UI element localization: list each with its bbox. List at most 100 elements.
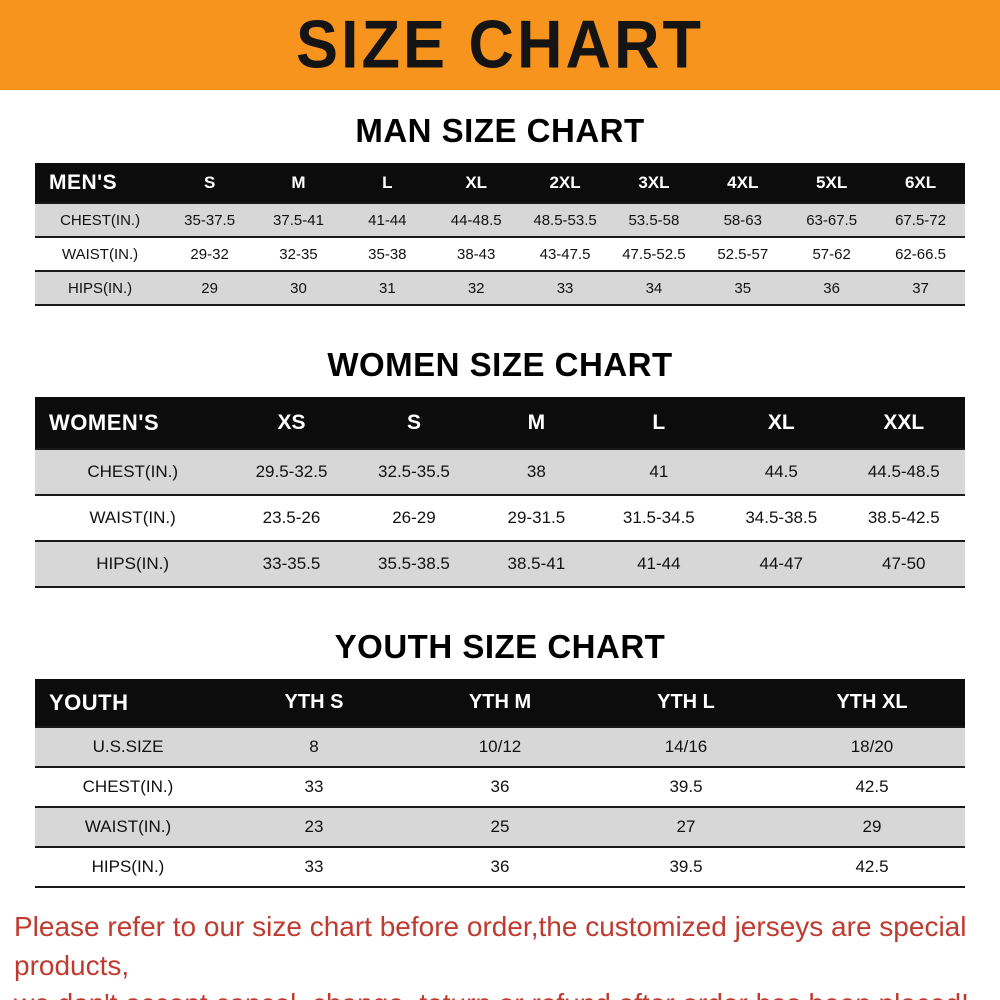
size-column-header: M [475, 397, 598, 449]
measurement-value: 35.5-38.5 [378, 554, 450, 573]
disclaimer: Please refer to our size chart before or… [14, 908, 986, 1000]
measurement-value: 33 [556, 279, 574, 297]
size-chart-banner: SIZE CHART [0, 0, 1000, 90]
measurement-value: 10/12 [478, 737, 522, 756]
measurement-row-label: HIPS(IN.) [91, 857, 165, 876]
youth-header-row: YOUTH YTH S YTH M YTH L YTH XL [35, 679, 965, 727]
measurement-row-label: WAIST(IN.) [62, 245, 139, 263]
measurement-value: 44-47 [759, 554, 803, 573]
size-column-header: 3XL [609, 163, 699, 203]
measurement-row-label: U.S.SIZE [92, 737, 164, 756]
women-size-chart-heading: WOMEN SIZE CHART [327, 346, 673, 383]
measurement-row: CHEST(IN.) 33 36 39.5 42.5 [35, 767, 965, 807]
size-column-header: YTH S [221, 679, 407, 727]
measurement-value: 41-44 [368, 211, 407, 229]
measurement-value: 38 [526, 462, 546, 481]
measurement-value: 35-37.5 [184, 211, 236, 229]
measurement-value: 43-47.5 [539, 245, 591, 263]
measurement-value: 29-32 [190, 245, 229, 263]
measurement-value: 42.5 [855, 777, 889, 796]
measurement-row: WAIST(IN.) 23 25 27 29 [35, 807, 965, 847]
measurement-value: 58-63 [723, 211, 762, 229]
size-column-header: M [254, 163, 343, 203]
measurement-value: 23 [304, 817, 324, 836]
measurement-value: 26-29 [392, 508, 436, 527]
measurement-value: 36 [490, 777, 510, 796]
size-column-header: 4XL [698, 163, 788, 203]
measurement-value: 37.5-41 [273, 211, 324, 229]
youth-corner-label: YOUTH [35, 679, 221, 727]
measurement-value: 44.5 [764, 462, 798, 481]
measurement-row: HIPS(IN.) 29 30 31 32 33 34 35 36 37 [35, 271, 965, 305]
measurement-value: 8 [309, 737, 319, 756]
size-column-header: XS [230, 397, 353, 449]
size-column-header: XL [431, 163, 521, 203]
measurement-value: 38.5-41 [507, 554, 566, 573]
measurement-row-label: WAIST(IN.) [89, 508, 176, 527]
men-size-chart-heading: MAN SIZE CHART [355, 112, 645, 149]
measurement-value: 38.5-42.5 [867, 508, 940, 527]
measurement-value: 41 [649, 462, 669, 481]
men-size-section: MAN SIZE CHART MEN'S S M L XL 2XL 3XL 4XL 5XL 6XL C… [0, 112, 1000, 306]
disclaimer-line-2: we don't accept cancel, change, teturn o… [14, 985, 986, 1000]
measurement-row-label: CHEST(IN.) [87, 462, 178, 481]
measurement-value: 63-67.5 [806, 211, 858, 229]
men-corner-label: MEN'S [35, 163, 166, 203]
measurement-row: WAIST(IN.) 23.5-26 26-29 29-31.5 31.5-34.5 34… [35, 495, 965, 541]
measurement-value: 29 [862, 817, 882, 836]
measurement-value: 62-66.5 [895, 245, 946, 263]
size-chart-sections: MAN SIZE CHART MEN'S S M L XL 2XL 3XL 4XL 5XL 6XL C… [0, 112, 1000, 888]
measurement-row-label: CHEST(IN.) [60, 211, 141, 229]
measurement-value: 47-50 [882, 554, 926, 573]
measurement-value: 32.5-35.5 [378, 462, 450, 481]
measurement-value: 53.5-58 [628, 211, 680, 229]
measurement-value: 52.5-57 [717, 245, 769, 263]
measurement-value: 31.5-34.5 [622, 508, 695, 527]
measurement-value: 36 [823, 279, 840, 297]
size-column-header: L [597, 397, 721, 449]
size-column-header: S [352, 397, 476, 449]
measurement-value: 32 [467, 279, 485, 297]
measurement-value: 47.5-52.5 [622, 245, 686, 263]
women-size-section: WOMEN SIZE CHART WOMEN'S XS S M L XL XXL CHEST(I… [0, 346, 1000, 588]
measurement-value: 25 [490, 817, 510, 836]
youth-size-section: YOUTH SIZE CHART YOUTH YTH S YTH M YTH L YTH … [0, 628, 1000, 888]
men-header-row: MEN'S S M L XL 2XL 3XL 4XL 5XL 6XL [35, 163, 965, 203]
measurement-value: 29-31.5 [507, 508, 566, 527]
measurement-value: 48.5-53.5 [533, 211, 597, 229]
measurement-row: HIPS(IN.) 33-35.5 35.5-38.5 38.5-41 41-44 44-… [35, 541, 965, 587]
measurement-value: 18/20 [850, 737, 894, 756]
measurement-row: WAIST(IN.) 29-32 32-35 35-38 38-43 43-47.5 47.… [35, 237, 965, 271]
measurement-value: 38-43 [457, 245, 496, 263]
women-size-table: WOMEN'S XS S M L XL XXL CHEST(IN.) 29.5-32.5 32.5… [35, 397, 965, 588]
size-column-header: S [165, 163, 255, 203]
measurement-row: HIPS(IN.) 33 36 39.5 42.5 [35, 847, 965, 887]
measurement-row: CHEST(IN.) 35-37.5 37.5-41 41-44 44-48.5 48.5… [35, 203, 965, 237]
measurement-value: 33-35.5 [262, 554, 321, 573]
measurement-row-label: HIPS(IN.) [68, 279, 133, 297]
measurement-value: 36 [490, 857, 510, 876]
size-column-header: YTH M [407, 679, 593, 727]
measurement-value: 41-44 [637, 554, 681, 573]
measurement-row: U.S.SIZE 8 10/12 14/16 18/20 [35, 727, 965, 767]
measurement-value: 39.5 [669, 857, 703, 876]
measurement-value: 34 [645, 279, 663, 297]
measurement-value: 39.5 [669, 777, 703, 796]
measurement-value: 14/16 [664, 737, 708, 756]
measurement-row-label: HIPS(IN.) [96, 554, 170, 573]
measurement-value: 29.5-32.5 [255, 462, 328, 481]
measurement-row-label: CHEST(IN.) [82, 777, 174, 796]
men-size-table: MEN'S S M L XL 2XL 3XL 4XL 5XL 6XL CHEST(IN.) 35-37… [35, 163, 965, 306]
measurement-value: 57-62 [812, 245, 851, 263]
size-column-header: YTH L [593, 679, 779, 727]
measurement-row: CHEST(IN.) 29.5-32.5 32.5-35.5 38 41 44.5 44.5… [35, 449, 965, 495]
measurement-value: 44-48.5 [450, 211, 502, 229]
women-corner-label: WOMEN'S [35, 397, 231, 449]
measurement-value: 29 [201, 279, 218, 297]
banner-title: SIZE CHART [296, 7, 704, 83]
size-column-header: YTH XL [779, 679, 965, 727]
disclaimer-line-1: Please refer to our size chart before or… [14, 911, 967, 981]
size-column-header: 5XL [787, 163, 877, 203]
measurement-value: 30 [290, 279, 307, 297]
measurement-value: 31 [378, 279, 396, 297]
